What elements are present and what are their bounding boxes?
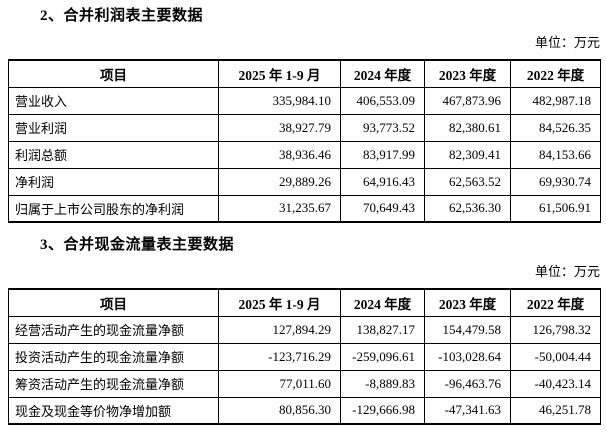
value-cell: 61,506.91 [510,194,601,223]
income-statement-section: 2、合并利润表主要数据 单位：万元 项目 2025 年 1-9 月 2024 年度 2… [8,6,601,223]
value-cell: 80,856.30 [218,396,341,425]
item-name-cell: 营业收入 [8,86,219,115]
value-cell: 93,773.52 [340,113,425,142]
table-row: 投资活动产生的现金流量净额 -123,716.29 -259,096.61 -103,… [8,342,601,371]
value-cell: 126,798.32 [510,315,601,344]
value-cell: 70,649.43 [340,194,425,223]
value-cell: -123,716.29 [218,342,341,371]
value-cell: -47,341.63 [424,396,511,425]
item-name-cell: 经营活动产生的现金流量净额 [8,315,219,344]
cash-flow-section: 3、合并现金流量表主要数据 单位：万元 项目 2025 年 1-9 月 2024 年… [8,235,601,425]
table-header-cell: 2024 年度 [340,59,425,88]
value-cell: -50,004.44 [510,342,601,371]
value-cell: 83,917.99 [340,140,425,169]
table-header-cell: 2022 年度 [510,288,601,317]
value-cell: 82,309.41 [424,140,511,169]
unit-label: 单位：万元 [534,264,600,279]
table-row: 筹资活动产生的现金流量净额 77,011.60 -8,889.83 -96,463.7… [8,369,601,398]
value-cell: -8,889.83 [340,369,425,398]
value-cell: -103,028.64 [424,342,511,371]
cash-flow-table: 项目 2025 年 1-9 月 2024 年度 2023 年度 2022 年度 经营活动… [8,288,601,425]
table-header-cell: 2022 年度 [510,59,601,88]
item-name-cell: 投资活动产生的现金流量净额 [8,342,219,371]
section-title-income-statement: 2、合并利润表主要数据 [40,8,204,24]
table-row: 营业收入 335,984.10 406,553.09 467,873.96 482,98… [8,86,601,115]
value-cell: 127,894.29 [218,315,341,344]
value-cell: 84,526.35 [510,113,601,142]
table-row: 营业利润 38,927.79 93,773.52 82,380.61 84,526.35 [8,113,601,142]
table-header-cell: 2023 年度 [424,288,511,317]
table-header-row: 项目 2025 年 1-9 月 2024 年度 2023 年度 2022 年度 [8,59,601,88]
table-header-cell: 2024 年度 [340,288,425,317]
item-name-cell: 现金及现金等价物净增加额 [8,396,219,425]
value-cell: 77,011.60 [218,369,341,398]
table-header-cell: 2025 年 1-9 月 [218,59,341,88]
value-cell: 69,930.74 [510,167,601,196]
table-row: 利润总额 38,936.46 83,917.99 82,309.41 84,153.66 [8,140,601,169]
value-cell: 62,536.30 [424,194,511,223]
value-cell: 31,235.67 [218,194,341,223]
value-cell: 138,827.17 [340,315,425,344]
item-name-cell: 利润总额 [8,140,219,169]
value-cell: 64,916.43 [340,167,425,196]
value-cell: 154,479.58 [424,315,511,344]
value-cell: 29,889.26 [218,167,341,196]
value-cell: 335,984.10 [218,86,341,115]
unit-label: 单位：万元 [534,35,600,50]
value-cell: -96,463.76 [424,369,511,398]
table-header-cell: 项目 [8,288,219,317]
table-header-cell: 2023 年度 [424,59,511,88]
item-name-cell: 净利润 [8,167,219,196]
table-row: 净利润 29,889.26 64,916.43 62,563.52 69,930.74 [8,167,601,196]
value-cell: 82,380.61 [424,113,511,142]
value-cell: 467,873.96 [424,86,511,115]
income-statement-table: 项目 2025 年 1-9 月 2024 年度 2023 年度 2022 年度 营业收入… [8,59,601,223]
value-cell: 406,553.09 [340,86,425,115]
value-cell: -259,096.61 [340,342,425,371]
value-cell: 38,936.46 [218,140,341,169]
table-header-cell: 2025 年 1-9 月 [218,288,341,317]
table-header-row: 项目 2025 年 1-9 月 2024 年度 2023 年度 2022 年度 [8,288,601,317]
value-cell: 46,251.78 [510,396,601,425]
table-row: 现金及现金等价物净增加额 80,856.30 -129,666.98 -47,341.… [8,396,601,425]
value-cell: 62,563.52 [424,167,511,196]
value-cell: 84,153.66 [510,140,601,169]
item-name-cell: 营业利润 [8,113,219,142]
table-row: 经营活动产生的现金流量净额 127,894.29 138,827.17 154,479… [8,315,601,344]
section-title-cash-flow: 3、合并现金流量表主要数据 [40,237,235,253]
item-name-cell: 归属于上市公司股东的净利润 [8,194,219,223]
value-cell: 482,987.18 [510,86,601,115]
table-row: 归属于上市公司股东的净利润 31,235.67 70,649.43 62,536.30… [8,194,601,223]
table-header-cell: 项目 [8,59,219,88]
value-cell: -129,666.98 [340,396,425,425]
item-name-cell: 筹资活动产生的现金流量净额 [8,369,219,398]
value-cell: -40,423.14 [510,369,601,398]
value-cell: 38,927.79 [218,113,341,142]
